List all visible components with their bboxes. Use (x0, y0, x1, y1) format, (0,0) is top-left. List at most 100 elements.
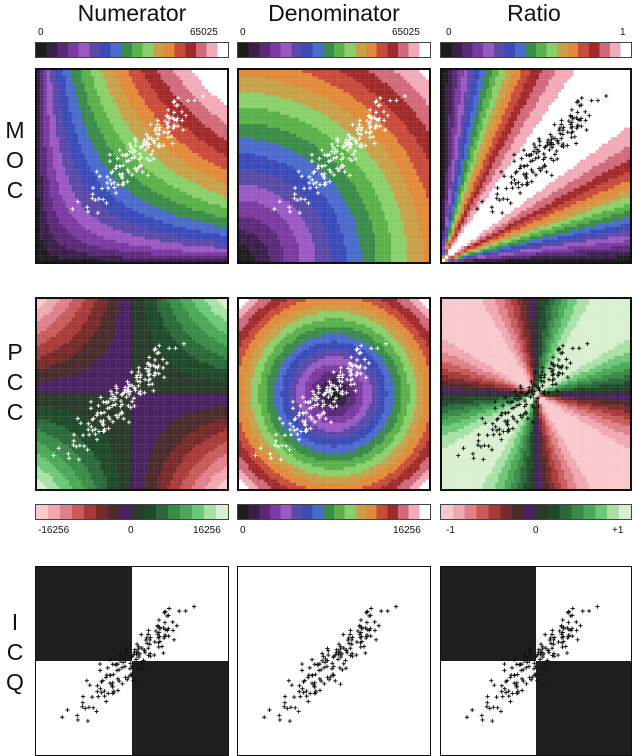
scatter-point (105, 174, 110, 179)
scatter-point (341, 646, 346, 651)
scatter-point (139, 661, 144, 666)
scatter-point (169, 134, 174, 139)
scatter-point (560, 363, 565, 369)
scatter-point (536, 386, 541, 391)
scatter-point (322, 152, 327, 158)
scatter-point (157, 626, 163, 631)
scatter-point (298, 196, 303, 202)
scatter-point (268, 456, 274, 461)
scatter-point (565, 375, 570, 380)
scatter-point (374, 99, 379, 104)
scatter-point (318, 667, 324, 672)
scatter-point (162, 375, 167, 380)
scatter-point (107, 657, 113, 662)
scatter-point (561, 125, 566, 130)
scatter-point (330, 661, 335, 666)
scatter-point (86, 421, 91, 426)
scatter-point (143, 637, 149, 643)
scatter-point (130, 383, 135, 388)
tick-mid-denominator-min: 0 (240, 525, 246, 537)
scatter-point (508, 400, 513, 405)
scatter-point (358, 363, 363, 369)
scatter-point (113, 402, 118, 407)
scatter-point (84, 678, 89, 683)
scatter-point (114, 668, 120, 673)
scatter-point (267, 707, 272, 713)
scatter-point (304, 428, 309, 433)
scatter-point (86, 427, 91, 432)
scatter-point (145, 156, 150, 161)
scatter-point (357, 122, 362, 127)
scatter-point (325, 675, 330, 680)
scatter-point (587, 608, 592, 614)
scatter-point (82, 443, 87, 449)
scatter-point (126, 170, 131, 175)
scatter-point (354, 373, 359, 378)
scatter-point (525, 416, 530, 421)
scatter-point (324, 664, 330, 669)
scatter-point (587, 113, 592, 118)
scatter-point (551, 642, 556, 647)
scatter-point (365, 609, 370, 614)
scatter-point (97, 174, 102, 179)
scatter-point (115, 688, 121, 693)
scatter-point (309, 416, 314, 422)
scatter-point (334, 403, 339, 409)
scatter-point (310, 396, 315, 401)
scatter-point (163, 118, 168, 124)
scatter-point (355, 629, 361, 634)
scatter-point (122, 153, 128, 158)
scatter-point (310, 389, 315, 394)
scatter-point (150, 148, 155, 154)
scatter-point (536, 136, 542, 142)
scatter-point (74, 444, 79, 449)
scatter-point (312, 403, 317, 408)
scatter-point (258, 446, 263, 451)
scatter-point (138, 163, 143, 168)
scatter-point (569, 130, 574, 136)
scatter-point (95, 210, 100, 216)
scatter-point (288, 421, 293, 426)
scatter-point (394, 98, 399, 103)
scatter-point (121, 163, 126, 168)
scatter-point (530, 403, 535, 408)
scatter-point (289, 432, 294, 437)
scatter-point (316, 163, 321, 169)
scatter-point (338, 383, 343, 388)
scatter-point (174, 103, 179, 108)
scatter-point (531, 141, 536, 147)
scatter-point (277, 199, 282, 204)
scatter-point (164, 361, 169, 366)
scatter-point (529, 179, 534, 184)
scatter-point (356, 131, 361, 136)
scatter-point (121, 660, 126, 665)
scatter-point (330, 672, 336, 677)
scatter-point (367, 130, 372, 136)
scatter-point (357, 136, 362, 141)
scatter-point (292, 196, 297, 201)
scatter-point (560, 371, 565, 376)
row-label-pcc-2: C (0, 368, 30, 397)
scatter-point (104, 673, 110, 678)
scatter-point (366, 361, 371, 366)
scatter-point (349, 642, 354, 647)
scatter-point (501, 196, 506, 202)
scatter-point (335, 657, 341, 662)
scatter-point (118, 658, 123, 663)
scatter-point (517, 402, 522, 407)
scatter-point (306, 699, 311, 704)
scatter-point (125, 179, 130, 184)
scatter-point (547, 147, 552, 153)
scatter-point (77, 443, 82, 448)
scatter-point (511, 405, 517, 410)
scatter-point (502, 174, 507, 179)
scatter-point (295, 197, 300, 203)
scatter-point (335, 139, 340, 144)
scatter-point (539, 378, 544, 384)
scatter-point (80, 700, 85, 705)
scatter-point (533, 145, 538, 150)
scatter-point (145, 137, 150, 142)
scatter-point (171, 110, 177, 115)
scatter-point (481, 457, 486, 462)
scatter-point (96, 403, 101, 408)
